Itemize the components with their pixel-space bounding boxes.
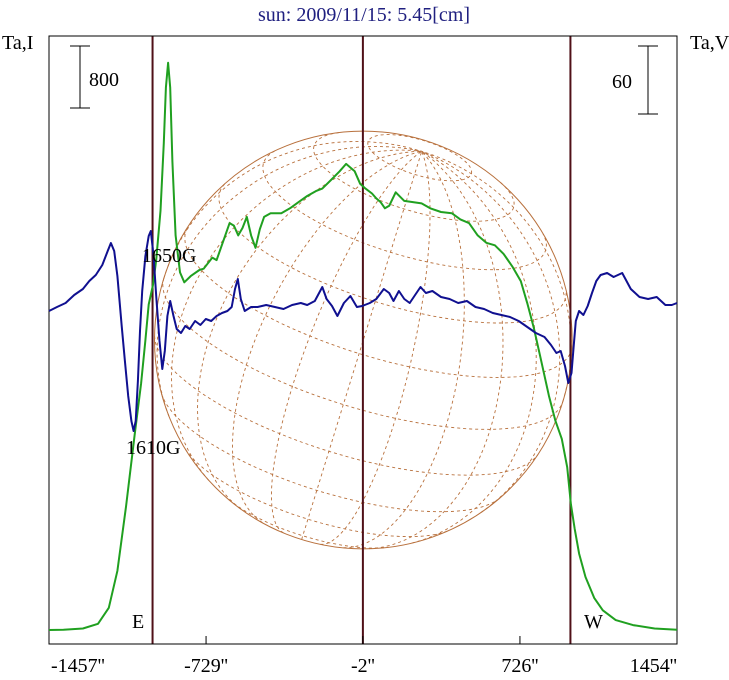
- meridian-line: [421, 150, 561, 514]
- parallel-line: [218, 183, 567, 324]
- meridian-line: [156, 146, 422, 417]
- x-tick-label: 1454'': [630, 655, 677, 677]
- parallel-line: [184, 228, 573, 378]
- x-tick-label: -1457'': [51, 655, 105, 677]
- meridian-line: [197, 150, 422, 510]
- right-axis-label: Ta,V: [690, 32, 729, 54]
- parallel-line: [154, 336, 539, 476]
- parallel-line: [313, 132, 515, 222]
- meridian-line: [163, 140, 422, 279]
- parallel-line: [262, 150, 547, 271]
- meridian-line: [343, 151, 465, 549]
- chart-title: sun: 2009/11/15: 5.45[cm]: [258, 4, 470, 26]
- series-layer: [48, 61, 678, 631]
- right-scale-value: 60: [612, 71, 632, 93]
- left-scale-value: 800: [89, 69, 119, 91]
- x-tick-label: -729'': [184, 655, 228, 677]
- left-axis-label: Ta,I: [2, 32, 33, 54]
- annotation-1610g: 1610G: [126, 437, 180, 459]
- parallel-line: [161, 393, 500, 513]
- meridian-line: [320, 151, 431, 545]
- x-tick-label: 726'': [501, 655, 538, 677]
- meridian-line: [368, 150, 504, 550]
- right-scale-bar: 60: [612, 45, 658, 115]
- annotation-1650g: 1650G: [142, 245, 196, 267]
- east-label: E: [132, 611, 144, 633]
- parallel-line: [367, 134, 473, 182]
- x-tick-label: -2'': [351, 655, 375, 677]
- west-label: W: [584, 611, 603, 633]
- x-axis: -1457'' -729'' -2'' 726'' 1454'': [48, 636, 678, 677]
- solar-disk-grid: [153, 130, 573, 550]
- series-line-stokes-v: [48, 230, 678, 432]
- meridian-line: [232, 150, 422, 523]
- meridian-line: [270, 150, 422, 534]
- series-line-stokes-i: [48, 61, 678, 631]
- vertical-markers: [151, 36, 572, 644]
- left-scale-bar: 800: [70, 45, 119, 109]
- meridian-line: [301, 151, 423, 540]
